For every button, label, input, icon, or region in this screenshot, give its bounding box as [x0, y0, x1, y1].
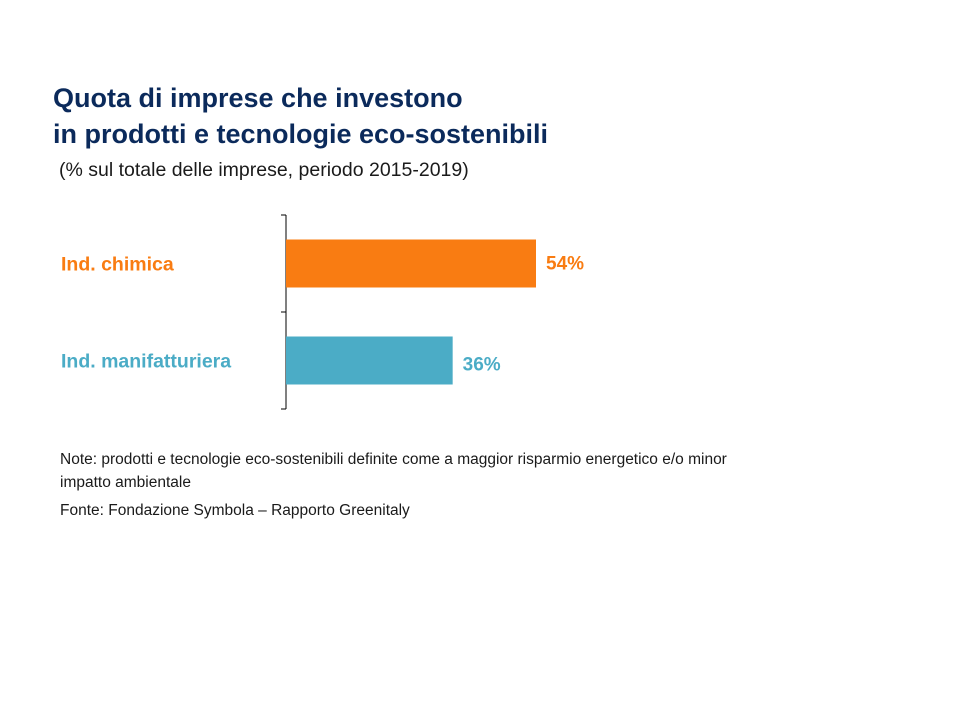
chart-title-line-2: in prodotti e tecnologie eco-sostenibili [53, 119, 549, 149]
chart-subtitle: (% sul totale delle imprese, periodo 201… [59, 159, 469, 181]
category-label-2: Ind. manifatturiera [61, 351, 231, 373]
category-label-1: Ind. chimica [61, 254, 174, 276]
chart-note: Note: prodotti e tecnologie eco-sostenib… [60, 451, 727, 491]
bar-2 [286, 336, 453, 385]
value-label-2: 36% [463, 355, 501, 376]
chart-source: Fonte: Fondazione Symbola – Rapporto Gre… [60, 502, 410, 519]
value-label-1: 54% [546, 254, 584, 275]
chart-title: Quota di imprese che investono in prodot… [53, 80, 548, 152]
chart-title-line-1: Quota di imprese che investono [53, 83, 463, 113]
bar-1 [286, 239, 536, 288]
